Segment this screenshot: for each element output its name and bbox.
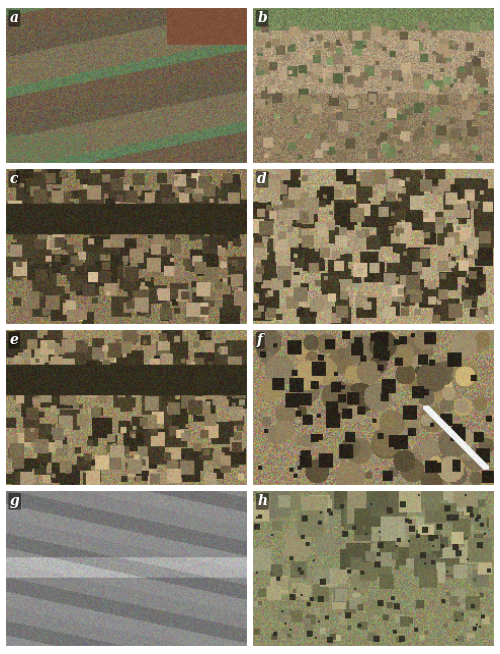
Text: a: a [10, 11, 19, 26]
Text: f: f [258, 334, 264, 347]
Text: h: h [258, 494, 268, 508]
Text: c: c [10, 172, 18, 186]
Text: g: g [10, 494, 20, 508]
Text: b: b [258, 11, 267, 26]
Text: e: e [10, 334, 18, 347]
Text: d: d [258, 172, 267, 186]
